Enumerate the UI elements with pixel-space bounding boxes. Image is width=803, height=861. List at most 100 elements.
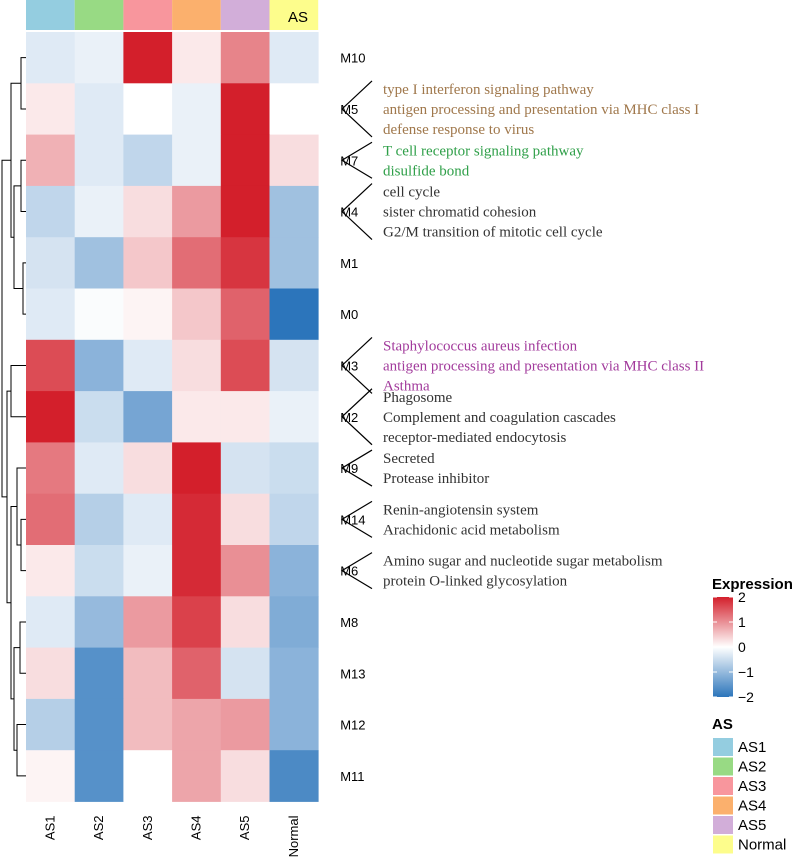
- term-m2-2: receptor-mediated endocytosis: [383, 430, 567, 446]
- term-m2-0: Phagosome: [383, 390, 453, 406]
- annotation-swatch-as3: [123, 0, 173, 30]
- heat-cell-m2-as4: [172, 391, 222, 443]
- heat-cell-m1-as4: [172, 237, 222, 289]
- heat-cell-m2-as5: [220, 391, 270, 443]
- heat-cell-m5-as3: [123, 83, 173, 135]
- heat-cell-m14-as2: [74, 493, 124, 546]
- heat-cell-m13-as5: [220, 647, 270, 700]
- annotation-swatch-as1: [26, 0, 75, 30]
- heat-cell-m5-normal: [269, 83, 319, 135]
- annotation-bar-title: AS: [288, 9, 308, 26]
- heat-cell-m11-as3: [123, 750, 173, 802]
- heat-cell-m12-as5: [220, 698, 270, 751]
- legend-tick-label: 1: [738, 614, 746, 630]
- dendrogram-branch-j: [16, 724, 26, 777]
- row-label-m7: M7: [340, 153, 358, 168]
- heat-cell-m12-as2: [74, 698, 124, 751]
- term-m6-0: Amino sugar and nucleotide sugar metabol…: [383, 554, 663, 570]
- annotation-swatch-normal: [269, 0, 319, 30]
- heat-cell-m8-normal: [269, 596, 319, 648]
- heat-cell-m3-as4: [172, 339, 222, 392]
- column-label-as5: AS5: [237, 816, 252, 841]
- heat-cell-m3-as3: [123, 339, 173, 392]
- heat-cell-m7-as5: [220, 134, 270, 187]
- heat-cell-m13-as1: [26, 647, 76, 700]
- heat-cell-m12-normal: [269, 698, 319, 751]
- heat-cell-m13-as4: [172, 647, 222, 700]
- bracket-m4: [341, 183, 373, 240]
- term-m5-1: antigen processing and presentation via …: [383, 102, 699, 118]
- legend-tick-label: 0: [738, 639, 746, 655]
- heat-cell-m4-as3: [123, 185, 173, 238]
- group-legend-label-as1: AS1: [738, 739, 766, 756]
- heat-cell-m12-as4: [172, 698, 222, 751]
- dendrogram-branch-g: [20, 518, 26, 572]
- legend-title: Expression: [712, 576, 793, 593]
- heat-cell-m0-as5: [220, 288, 270, 341]
- term-m14-0: Renin-angiotensin system: [383, 502, 539, 518]
- heat-cell-m8-as5: [220, 596, 270, 648]
- heat-cell-m3-as1: [26, 339, 76, 392]
- heat-cell-m2-as2: [74, 391, 124, 443]
- heat-cell-m14-as3: [123, 493, 173, 546]
- heat-cell-m5-as4: [172, 83, 222, 135]
- term-m3-2: Asthma: [383, 378, 430, 394]
- row-dendrogram: [1, 57, 26, 777]
- dendrogram-branch-e: [10, 82, 21, 238]
- term-m9-0: Secreted: [383, 451, 435, 467]
- heat-cell-m11-as4: [172, 750, 222, 802]
- heat-cell-m0-as4: [172, 288, 222, 341]
- term-m7-1: disulfide bond: [383, 163, 470, 179]
- heat-cell-m4-as5: [220, 185, 270, 238]
- dendrogram-branch-f: [10, 364, 26, 418]
- bracket-m3: [341, 337, 373, 394]
- heat-cell-m9-as5: [220, 442, 270, 495]
- heat-cell-m5-as2: [74, 83, 124, 135]
- row-label-m8: M8: [340, 615, 358, 630]
- column-label-as3: AS3: [140, 816, 155, 841]
- heat-cell-m4-as1: [26, 185, 76, 238]
- heat-cell-m3-as2: [74, 339, 124, 392]
- heat-cell-m6-normal: [269, 545, 319, 597]
- heat-cell-m6-as3: [123, 545, 173, 597]
- heat-cell-m8-as4: [172, 596, 222, 648]
- term-m7-0: T cell receptor signaling pathway: [383, 143, 584, 159]
- term-m5-0: type I interferon signaling pathway: [383, 82, 594, 98]
- heat-cell-m2-as1: [26, 391, 76, 443]
- heat-cell-m11-as1: [26, 750, 76, 802]
- dendrogram-branch-b: [20, 159, 26, 213]
- heat-cell-m13-as2: [74, 647, 124, 700]
- dendrogram-branch-a: [20, 57, 26, 110]
- bracket-m9: [340, 449, 373, 487]
- term-m3-0: Staphylococcus aureus infection: [383, 338, 578, 354]
- term-m9-1: Protease inhibitor: [383, 471, 489, 487]
- heat-cell-m8-as2: [74, 596, 124, 648]
- group-legend-label-normal: Normal: [738, 837, 786, 854]
- term-m14-1: Arachidonic acid metabolism: [383, 522, 560, 538]
- group-legend-swatch-as1: [713, 738, 733, 756]
- heat-cell-m1-as2: [74, 237, 124, 289]
- heat-cell-m12-as3: [123, 698, 173, 751]
- heat-cell-m2-as3: [123, 391, 173, 443]
- group-legend-label-as5: AS5: [738, 817, 766, 834]
- term-m4-2: G2/M transition of mitotic cell cycle: [383, 225, 603, 241]
- group-legend-swatch-as2: [713, 757, 733, 776]
- heat-cell-m11-as2: [74, 750, 124, 802]
- group-legend-label-as3: AS3: [738, 778, 766, 795]
- heat-cell-m5-as1: [26, 83, 76, 135]
- heat-cell-m1-as5: [220, 237, 270, 289]
- heat-cell-m6-as5: [220, 545, 270, 597]
- heat-cell-m3-normal: [269, 339, 319, 392]
- heat-cell-m0-as1: [26, 288, 76, 341]
- heat-cell-m7-as2: [74, 134, 124, 187]
- row-label-m12: M12: [340, 718, 365, 733]
- annotation-swatch-as2: [74, 0, 124, 30]
- heat-cell-m7-as1: [26, 134, 76, 187]
- term-m3-1: antigen processing and presentation via …: [383, 358, 704, 374]
- row-label-m11: M11: [340, 769, 364, 784]
- row-label-m1: M1: [340, 256, 358, 271]
- term-m5-2: defense response to virus: [383, 122, 534, 138]
